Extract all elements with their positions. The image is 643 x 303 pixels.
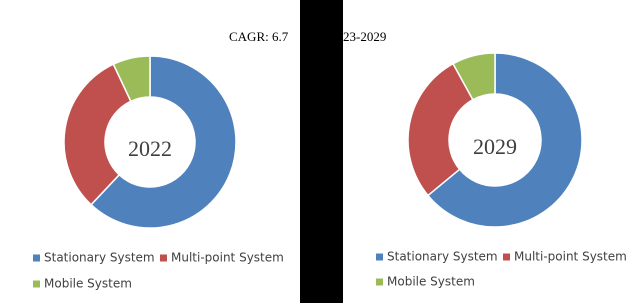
donut-slice	[452, 52, 496, 101]
legend-swatch	[376, 278, 383, 286]
donut-slice	[407, 62, 474, 197]
legend-label: Stationary System	[387, 250, 498, 264]
center-label: 2029	[473, 134, 517, 159]
center-label: 2022	[128, 136, 172, 161]
legend-swatch	[503, 253, 510, 261]
redaction-block	[300, 0, 343, 303]
title-part: 23-2029	[343, 29, 386, 44]
legend-label: Multi-point System	[171, 251, 284, 265]
legend-swatch	[160, 254, 167, 262]
legend-swatch	[33, 254, 40, 262]
donut-slice	[90, 55, 237, 229]
legend-label: Mobile System	[387, 275, 475, 289]
donut-slice	[426, 52, 583, 228]
legend-swatch	[376, 253, 383, 261]
donut-slice	[63, 63, 132, 206]
donut-slice	[112, 55, 151, 103]
legend-swatch	[33, 280, 40, 288]
title-part: CAGR: 6.7	[229, 29, 289, 44]
legend-label: Mobile System	[44, 277, 132, 291]
legend-label: Stationary System	[44, 251, 155, 265]
legend-label: Multi-point System	[514, 250, 627, 264]
